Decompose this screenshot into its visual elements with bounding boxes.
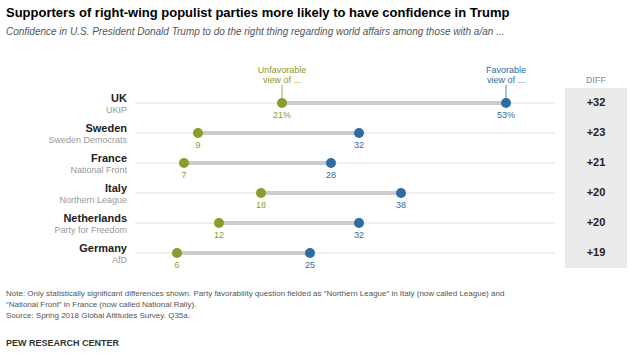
data-label: 25: [305, 260, 315, 270]
diff-panel: [565, 88, 627, 268]
data-label: 9: [195, 140, 200, 150]
data-label: 32: [354, 230, 364, 240]
data-label: 28: [326, 170, 336, 180]
party-label: Northern League: [59, 195, 127, 205]
category-label: France: [91, 152, 127, 164]
diff-label: +21: [587, 156, 606, 168]
data-label: 21%: [273, 110, 291, 120]
connector: [282, 101, 506, 105]
dot: [501, 98, 511, 108]
dot: [305, 248, 315, 258]
data-label: 7: [181, 170, 186, 180]
dot: [354, 218, 364, 228]
data-label: 12: [214, 230, 224, 240]
diff-label: +20: [587, 186, 606, 198]
party-label: AfD: [112, 255, 128, 265]
dot: [172, 248, 182, 258]
dot: [214, 218, 224, 228]
series-header: Favorableview of ...: [486, 65, 526, 85]
dot: [277, 98, 287, 108]
source: PEW RESEARCH CENTER: [6, 338, 120, 348]
data-label: 53%: [497, 110, 515, 120]
title: Supporters of right-wing populist partie…: [6, 5, 510, 20]
party-label: National Front: [70, 165, 127, 175]
dot: [193, 128, 203, 138]
track: [135, 163, 555, 164]
party-label: UKIP: [106, 105, 127, 115]
header-leader: [506, 85, 507, 98]
data-label: 6: [174, 260, 179, 270]
data-label: 38: [396, 200, 406, 210]
track: [135, 253, 555, 254]
connector: [261, 191, 401, 195]
data-label: 18: [256, 200, 266, 210]
diff-label: +32: [587, 96, 606, 108]
track: [135, 193, 555, 194]
diff-label: +19: [587, 246, 606, 258]
labels: 21% 9 7 18 12 6 Unfavorableview of ... 53% 32 28 3…: [48, 65, 526, 270]
track: [135, 103, 555, 104]
category-label: UK: [111, 92, 127, 104]
dot: [396, 188, 406, 198]
category-label: Netherlands: [63, 212, 127, 224]
party-label: Sweden Democrats: [48, 135, 127, 145]
subtitle: Confidence in U.S. President Donald Trum…: [6, 26, 504, 37]
party-label: Party for Freedom: [54, 225, 127, 235]
connector: [219, 221, 359, 225]
category-label: Germany: [79, 242, 128, 254]
chart: Supporters of right-wing populist partie…: [0, 0, 637, 356]
category-label: Italy: [105, 182, 128, 194]
dot: [354, 128, 364, 138]
header-leader: [282, 85, 283, 98]
category-label: Sweden: [85, 122, 127, 134]
diff-label: +23: [587, 126, 606, 138]
connector: [198, 131, 359, 135]
diff-header: DIFF: [586, 75, 606, 85]
note: Note: Only statistically significant dif…: [6, 289, 504, 320]
series-header: Unfavorableview of ...: [258, 65, 307, 85]
diff-label: +20: [587, 216, 606, 228]
track: [135, 223, 555, 224]
dot: [256, 188, 266, 198]
data-label: 32: [354, 140, 364, 150]
dot: [326, 158, 336, 168]
connector: [184, 161, 331, 165]
marks: [135, 98, 555, 258]
connector: [177, 251, 310, 255]
dot: [179, 158, 189, 168]
